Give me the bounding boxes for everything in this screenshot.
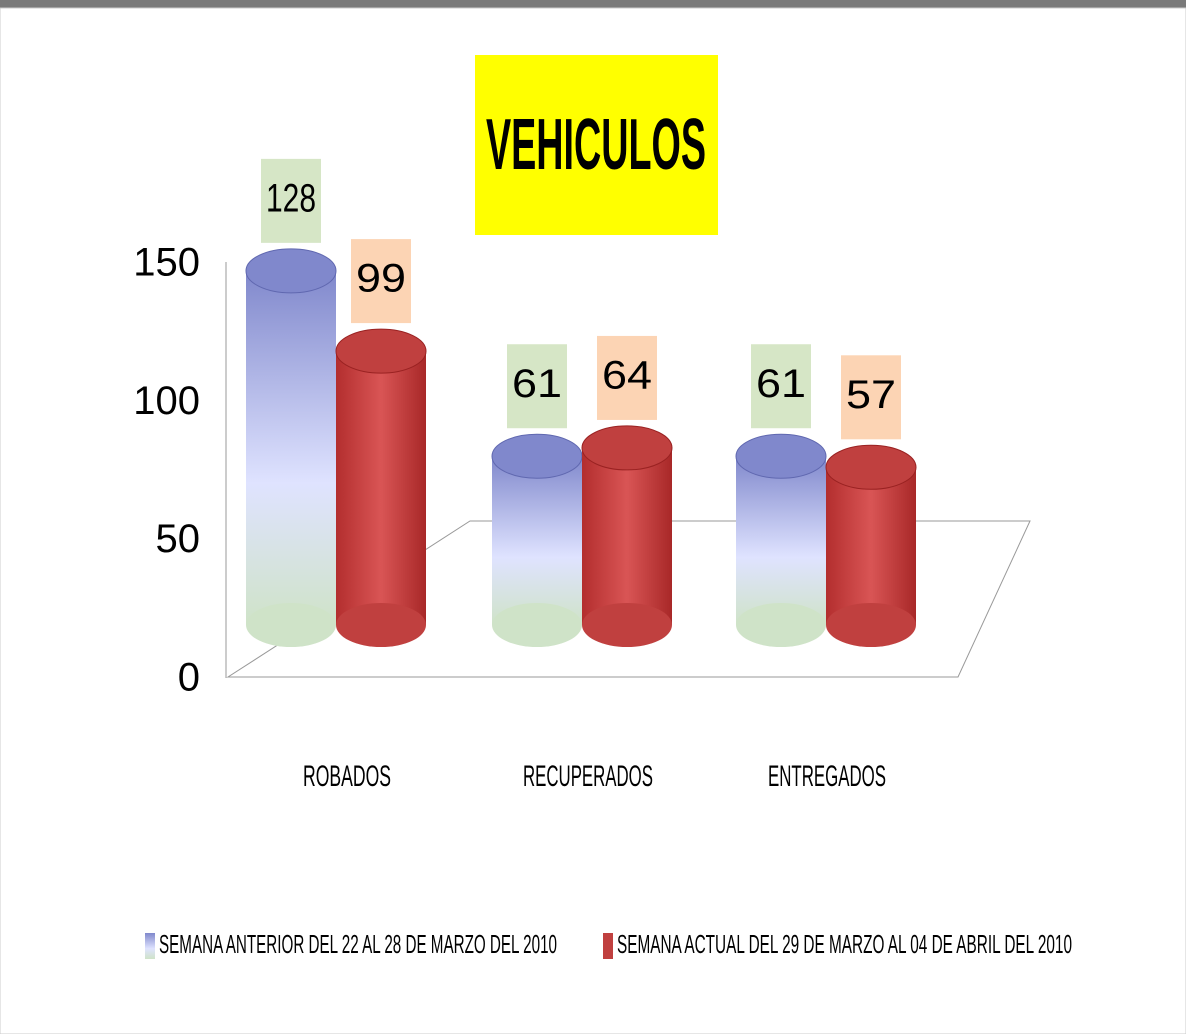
bar-bottom: [826, 603, 916, 647]
top-border: [0, 0, 1186, 8]
bar-bottom: [492, 603, 582, 647]
bar-top: [581, 425, 673, 471]
legend-swatch: [603, 933, 613, 959]
bar: [825, 444, 917, 647]
bar-bottom: [582, 603, 672, 647]
value-label-box: [597, 335, 657, 420]
bar-top: [245, 248, 337, 294]
value-label: 57: [846, 373, 896, 417]
value-label: 99: [356, 257, 406, 301]
bar-bottom: [246, 603, 336, 647]
y-tick-label: 100: [133, 379, 200, 423]
title-box: [475, 55, 718, 235]
chart-title: VEHICULOS: [486, 105, 706, 185]
x-tick-label: RECUPERADOS: [523, 760, 653, 793]
bar: [735, 433, 827, 647]
frame: [0, 7, 1186, 1034]
bar: [245, 248, 337, 647]
bar-body: [246, 270, 336, 625]
legend-swatch: [145, 933, 155, 959]
bar: [335, 328, 427, 647]
bar: [491, 433, 583, 647]
value-label: 61: [512, 362, 562, 406]
bar-top: [335, 328, 427, 374]
value-label-box: [841, 355, 901, 440]
bar-bottom: [336, 603, 426, 647]
value-label-box: [351, 239, 411, 324]
value-label-box: [751, 344, 811, 429]
bar: [581, 425, 673, 647]
bar-bottom: [736, 603, 826, 647]
x-tick-label: ENTREGADOS: [768, 760, 886, 793]
value-label: 61: [756, 362, 806, 406]
bar-top: [825, 444, 917, 490]
value-label: 64: [602, 353, 652, 397]
bar-body: [826, 467, 916, 625]
y-tick-label: 0: [178, 656, 200, 700]
x-tick-label: ROBADOS: [303, 760, 391, 793]
bar-top: [735, 433, 827, 479]
value-label: 128: [266, 176, 316, 220]
value-label-box: [261, 158, 321, 243]
legend-label: SEMANA ANTERIOR DEL 22 AL 28 DE MARZO DE…: [159, 929, 557, 959]
bar-body: [736, 456, 826, 625]
y-tick-label: 50: [156, 517, 201, 561]
legend-label: SEMANA ACTUAL DEL 29 DE MARZO AL 04 DE A…: [617, 929, 1072, 959]
bar-body: [492, 456, 582, 625]
y-tick-label: 150: [133, 241, 200, 285]
bar-body: [582, 447, 672, 625]
bar-body: [336, 351, 426, 625]
bar-top: [491, 433, 583, 479]
value-label-box: [507, 344, 567, 429]
